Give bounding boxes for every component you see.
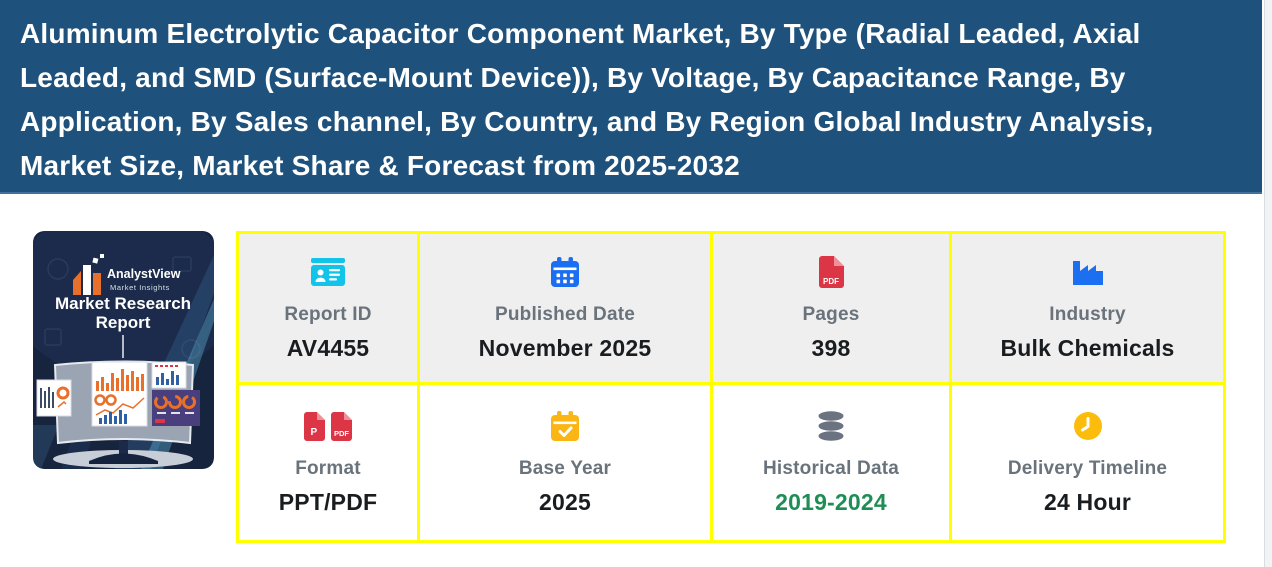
dashboard-card-purple: [152, 390, 200, 426]
info-label: Delivery Timeline: [1007, 458, 1168, 479]
scrollbar[interactable]: [1264, 0, 1272, 567]
info-cell-format: P PDF Format PPT/PDF: [239, 385, 417, 540]
info-value: 2019-2024: [775, 489, 887, 515]
info-value: 398: [811, 334, 851, 361]
info-value: 2025: [539, 489, 591, 515]
report-cover-image: AnalystView Market Insights Market Resea…: [33, 231, 214, 469]
svg-text:PDF: PDF: [334, 429, 349, 438]
info-label: Historical Data: [762, 458, 900, 479]
chart-card-center: [91, 361, 148, 427]
brand-tagline: Market Insights: [110, 283, 170, 292]
pdf-file-icon: PDF: [818, 255, 844, 289]
svg-text:P: P: [311, 427, 318, 438]
info-value: Bulk Chemicals: [1000, 334, 1175, 361]
page-header: Aluminum Electrolytic Capacitor Componen…: [0, 0, 1262, 194]
report-info-grid: Report ID AV4455 Published Date November…: [236, 231, 1226, 543]
info-label: Report ID: [284, 303, 372, 325]
ppt-pdf-files-icon: P PDF: [304, 409, 352, 443]
info-value: PPT/PDF: [278, 489, 378, 515]
info-cell-delivery-timeline: Delivery Timeline 24 Hour: [952, 385, 1223, 540]
info-cell-industry: Industry Bulk Chemicals: [952, 234, 1223, 382]
cover-title-line2: Report: [96, 313, 151, 332]
info-label: Industry: [1049, 303, 1126, 325]
info-value: November 2025: [478, 334, 652, 361]
info-cell-historical-data: Historical Data 2019-2024: [713, 385, 949, 540]
svg-text:PDF: PDF: [823, 277, 839, 286]
factory-icon: [1072, 255, 1103, 289]
database-icon: [818, 409, 844, 443]
chart-card-left: [36, 379, 72, 417]
info-cell-report-id: Report ID AV4455: [239, 234, 417, 382]
id-card-icon: [311, 255, 345, 289]
info-label: Pages: [802, 303, 860, 325]
info-label: Published Date: [494, 303, 636, 325]
calendar-icon: [551, 255, 579, 289]
calendar-check-icon: [551, 409, 579, 443]
analystview-logo-icon: [73, 254, 104, 295]
info-cell-base-year: Base Year 2025: [420, 385, 710, 540]
info-value: AV4455: [286, 334, 370, 361]
brand-name: AnalystView: [107, 267, 181, 281]
info-cell-pages: PDF Pages 398: [713, 234, 949, 382]
report-cover-thumbnail: AnalystView Market Insights Market Resea…: [33, 231, 214, 469]
cover-title-line1: Market Research: [55, 294, 191, 313]
report-title: Aluminum Electrolytic Capacitor Componen…: [20, 18, 1154, 181]
info-label: Base Year: [518, 458, 612, 479]
info-cell-published-date: Published Date November 2025: [420, 234, 710, 382]
info-value: 24 Hour: [1043, 489, 1132, 515]
clock-icon: [1073, 409, 1102, 443]
chart-card-right: [151, 361, 187, 389]
info-label: Format: [295, 458, 361, 479]
